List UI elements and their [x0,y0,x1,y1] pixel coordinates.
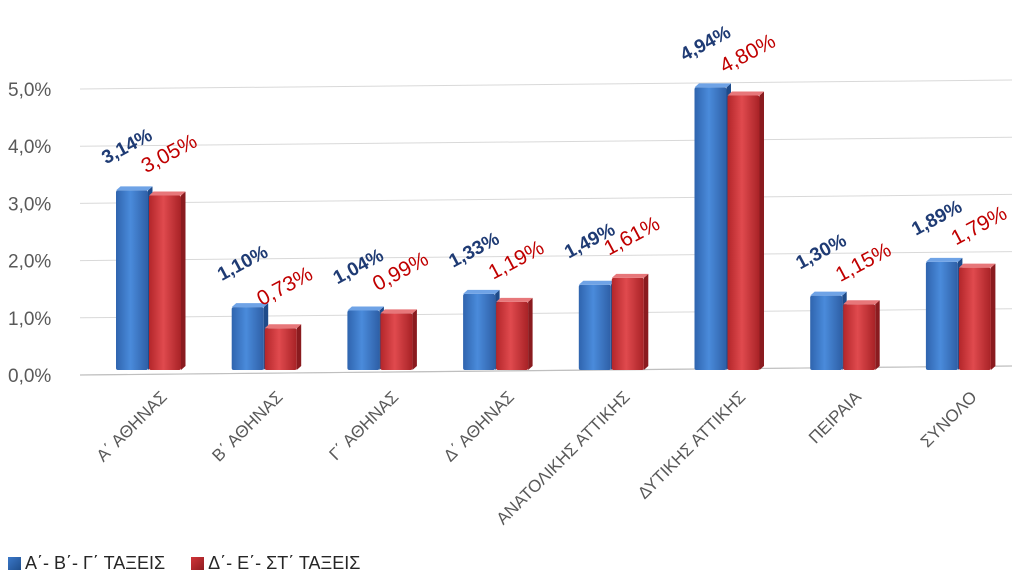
data-labels: 3,14%3,05%1,10%0,73% 1,04%0,99% 1,33%1,19%… [98,22,1010,311]
y-tick-label: 5,0% [8,80,51,101]
bar [727,95,760,370]
bar [925,261,958,370]
bar [116,190,148,370]
bar [496,301,529,370]
bar-top [149,191,186,196]
bar-top [496,297,533,302]
x-tick-label: Δ΄ ΑΘΗΝΑΣ [440,387,518,465]
bar-top [958,263,996,268]
bar-side [528,297,533,370]
bar [347,310,380,370]
bar [810,295,843,370]
legend-label-series-a: Α΄- Β΄- Γ΄ ΤΑΞΕΙΣ [25,553,166,573]
bar [380,313,413,370]
x-tick-label: Γ΄ ΑΘΗΝΑΣ [326,387,403,464]
y-tick-label: 4,0% [8,137,51,158]
bar-top [347,306,384,311]
gridline [79,193,1013,204]
bar-top [380,309,417,314]
legend: Α΄- Β΄- Γ΄ ΤΑΞΕΙΣ Δ΄- Ε΄- ΣΤ΄ ΤΑΞΕΙΣ [8,553,360,574]
bar-top [810,291,847,296]
y-tick-label: 0,0% [8,366,51,387]
data-label: 1,61% [600,212,663,260]
bar-side [759,91,764,370]
bar-top [694,83,731,88]
bar-top [578,280,616,285]
bar-side [875,300,880,370]
x-tick-label: ΔΥΤΙΚΗΣ ΑΤΤΙΚΗΣ [634,387,749,502]
legend-swatch-blue [8,557,21,570]
x-axis: Α΄ ΑΘΗΝΑΣ Β΄ ΑΘΗΝΑΣ Γ΄ ΑΘΗΝΑΣ Δ΄ ΑΘΗΝΑΣΑΝΑΤ… [93,387,981,528]
x-tick-label: ΣΥΝΟΛΟ [917,387,981,451]
bar [843,304,876,370]
bar [264,328,297,370]
bar [231,307,264,370]
legend-swatch-red [191,557,205,570]
gridline [79,136,1013,147]
bar [578,284,611,370]
bar [694,87,727,370]
bar-top [727,91,764,96]
bar-top [264,324,302,329]
y-tick-label: 2,0% [8,252,51,273]
bar-top [116,186,153,191]
gridline [79,79,1013,90]
bar-top [463,289,500,294]
x-tick-label: Α΄ ΑΘΗΝΑΣ [93,387,171,465]
bar-side [296,324,302,370]
legend-label-series-b: Δ΄- Ε΄- ΣΤ΄ ΤΑΞΕΙΣ [208,553,361,573]
bar [611,277,644,370]
y-tick-label: 1,0% [8,309,51,330]
y-tick-label: 3,0% [8,194,51,215]
bar-top [231,303,269,308]
data-label: 1,10% [214,242,272,286]
bar-side [181,191,186,370]
y-axis: 0,0% 1,0% 2,0% 3,0% 4,0% 5,0% [8,80,51,387]
bar [149,195,181,370]
bar-top [925,257,963,262]
bar-side [990,263,996,370]
bar-top [611,273,649,278]
legend-item-series-a: Α΄- Β΄- Γ΄ ΤΑΞΕΙΣ [8,553,165,574]
legend-item-series-b: Δ΄- Ε΄- ΣΤ΄ ΤΑΞΕΙΣ [191,553,360,574]
gridline [79,251,1013,262]
x-tick-label: Β΄ ΑΘΗΝΑΣ [208,387,286,465]
bar [463,293,496,370]
bars [116,83,996,370]
bar [958,267,991,370]
x-tick-label: ΑΝΑΤΟΛΙΚΗΣ ΑΤΤΙΚΗΣ [493,387,634,528]
bar-side [412,309,417,370]
data-label: 0,73% [253,262,316,310]
bar-side [643,273,649,370]
bar-top [843,300,880,305]
x-tick-label: ΠΕΙΡΑΙΑ [805,387,865,447]
